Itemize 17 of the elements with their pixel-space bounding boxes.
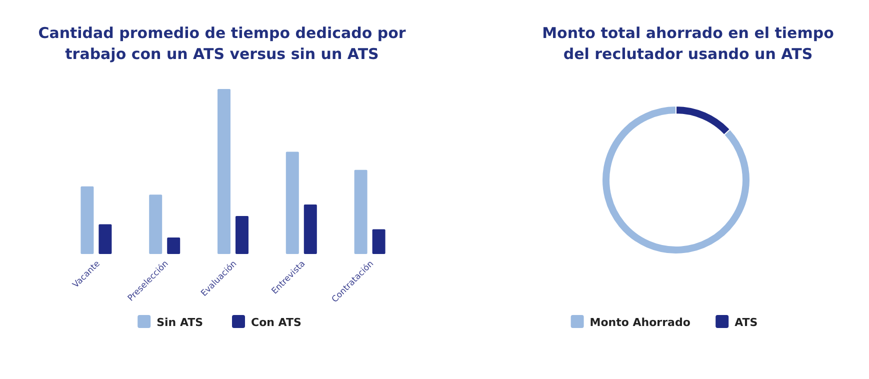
legend-label: Sin ATS bbox=[156, 316, 204, 329]
bar bbox=[372, 229, 386, 254]
bar bbox=[354, 170, 368, 254]
bar bbox=[80, 186, 94, 254]
bar bbox=[98, 224, 112, 254]
bar bbox=[236, 216, 248, 254]
bar bbox=[167, 238, 180, 254]
bar bbox=[286, 152, 299, 254]
bar bbox=[304, 204, 317, 254]
bar bbox=[149, 194, 162, 254]
chart-title: Cantidad promedio de tiempo dedicado por trabajo con un ATS versus sin un ATS bbox=[38, 24, 406, 63]
legend-label: Con ATS bbox=[251, 316, 302, 329]
chart-title: Monto total ahorrado en el tiempo del reclutador usando un ATS bbox=[542, 24, 834, 63]
donut-slice bbox=[602, 106, 750, 254]
legend-label: ATS bbox=[734, 316, 758, 329]
legend-label: Monto Ahorrado bbox=[590, 316, 691, 329]
bar bbox=[218, 89, 230, 254]
